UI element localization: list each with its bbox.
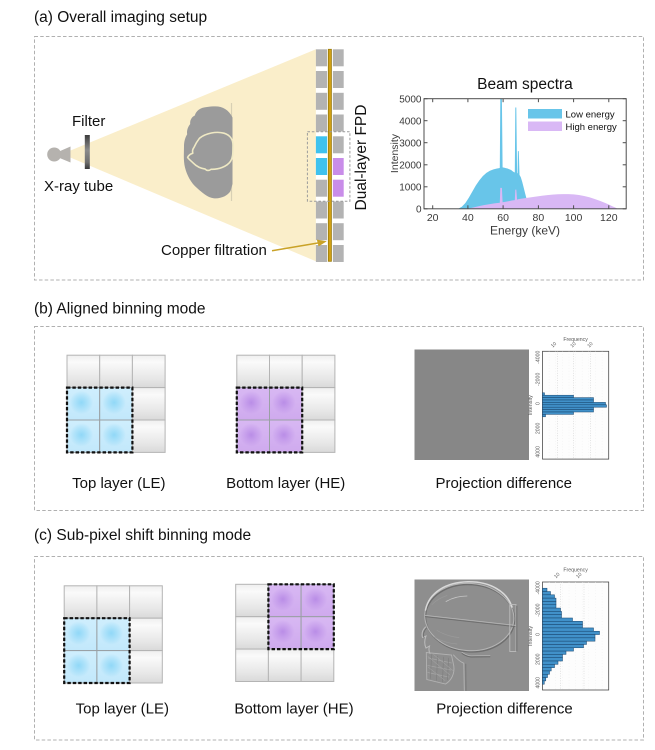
svg-text:10: 10: [550, 341, 558, 349]
svg-text:(c) Sub-pixel shift binning mo: (c) Sub-pixel shift binning mode: [34, 527, 251, 544]
svg-text:Intensity: Intensity: [528, 395, 534, 415]
svg-text:Intensity: Intensity: [528, 626, 534, 646]
svg-text:Beam spectra: Beam spectra: [477, 76, 573, 93]
svg-text:Intensity: Intensity: [389, 133, 401, 173]
svg-text:2000: 2000: [535, 423, 541, 435]
svg-text:-2000: -2000: [535, 603, 541, 616]
svg-text:0: 0: [535, 402, 541, 405]
svg-text:10: 10: [586, 341, 594, 349]
svg-text:0: 0: [416, 204, 422, 215]
svg-text:4000: 4000: [535, 446, 541, 458]
svg-text:Filter: Filter: [72, 113, 105, 130]
svg-text:Low energy: Low energy: [566, 109, 615, 120]
svg-text:Bottom layer (HE): Bottom layer (HE): [226, 475, 345, 492]
svg-text:120: 120: [600, 212, 618, 224]
svg-text:Dual-layer FPD: Dual-layer FPD: [353, 105, 370, 211]
svg-text:-4000: -4000: [535, 350, 541, 363]
svg-text:Projection difference: Projection difference: [436, 700, 572, 717]
svg-text:Bottom layer (HE): Bottom layer (HE): [234, 700, 353, 717]
svg-text:3000: 3000: [399, 138, 422, 149]
svg-text:Frequency: Frequency: [563, 337, 588, 343]
svg-text:2000: 2000: [399, 160, 422, 171]
svg-text:10: 10: [569, 341, 577, 349]
svg-text:X-ray tube: X-ray tube: [44, 178, 113, 195]
svg-text:20: 20: [427, 212, 439, 224]
svg-text:4000: 4000: [399, 116, 422, 127]
svg-text:4000: 4000: [535, 677, 541, 689]
svg-text:(b) Aligned binning mode: (b) Aligned binning mode: [34, 301, 205, 318]
svg-text:0: 0: [535, 633, 541, 636]
svg-text:-4000: -4000: [535, 581, 541, 594]
svg-text:80: 80: [533, 212, 545, 224]
svg-text:Top layer (LE): Top layer (LE): [72, 475, 165, 492]
svg-text:10: 10: [553, 572, 561, 580]
svg-text:Projection difference: Projection difference: [436, 475, 572, 492]
svg-text:1000: 1000: [399, 182, 422, 193]
svg-text:100: 100: [565, 212, 583, 224]
svg-text:-2000: -2000: [535, 373, 541, 386]
svg-text:40: 40: [462, 212, 474, 224]
svg-text:10: 10: [575, 572, 583, 580]
svg-text:(a) Overall imaging setup: (a) Overall imaging setup: [34, 9, 207, 26]
svg-text:High energy: High energy: [566, 122, 617, 133]
svg-text:Copper filtration: Copper filtration: [161, 242, 267, 259]
svg-text:5000: 5000: [399, 94, 422, 105]
svg-text:Frequency: Frequency: [563, 568, 588, 574]
svg-text:Energy (keV): Energy (keV): [490, 224, 560, 238]
svg-text:2000: 2000: [535, 653, 541, 665]
svg-text:60: 60: [497, 212, 509, 224]
svg-text:Top layer (LE): Top layer (LE): [76, 700, 169, 717]
